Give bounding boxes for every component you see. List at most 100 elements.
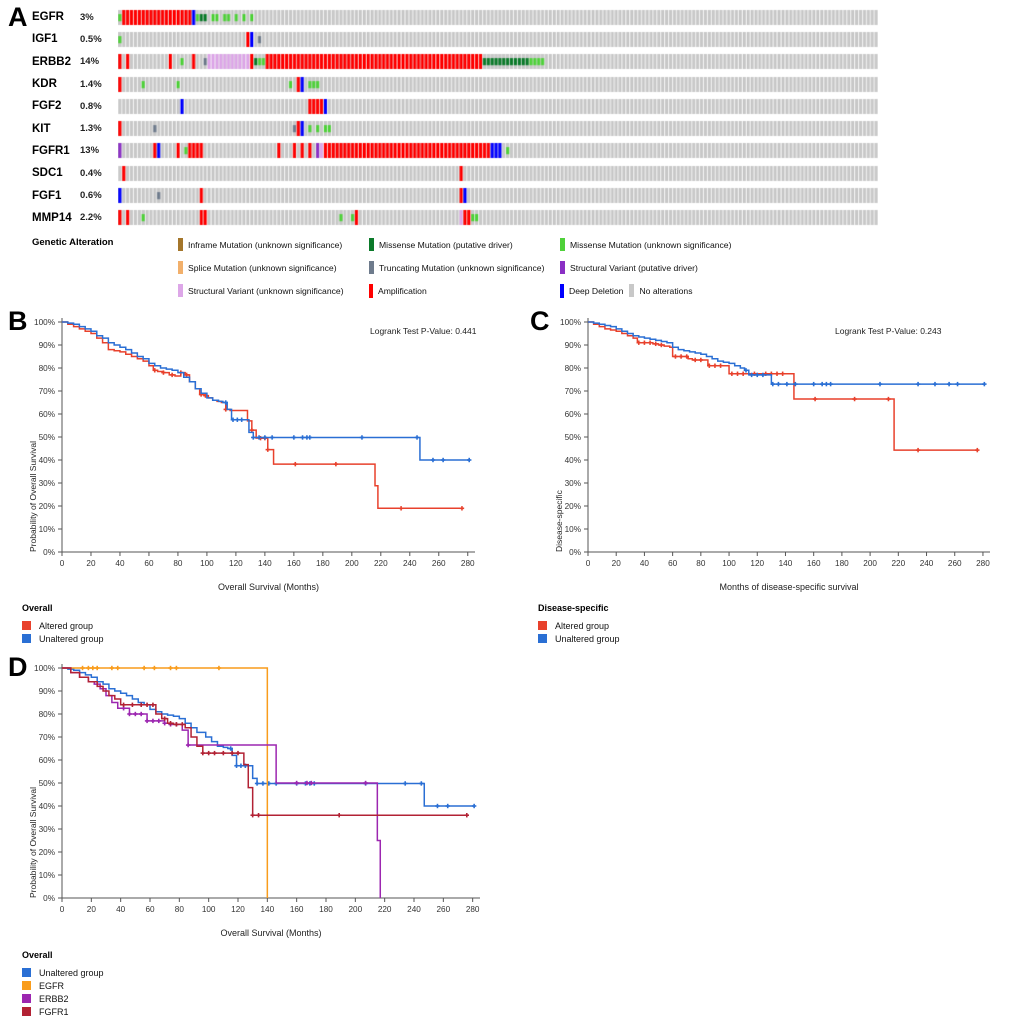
oncoprint-gene-percent: 0.5% <box>80 33 102 45</box>
oncoprint-track[interactable] <box>118 120 878 138</box>
oncoprint-legend-item-splice[interactable]: Splice Mutation (unknown significance) <box>178 261 363 274</box>
panel-c-pvalue: Logrank Test P-Value: 0.243 <box>835 326 942 336</box>
censor-marker <box>300 435 305 440</box>
censor-marker <box>398 506 404 511</box>
panel-d-letter: D <box>8 652 28 682</box>
x-tick-label: 140 <box>260 905 274 914</box>
censor-marker <box>90 665 95 671</box>
oncoprint-row-kit: KIT 1.3% <box>18 117 878 139</box>
censor-marker <box>915 447 921 453</box>
censor-marker <box>223 400 228 405</box>
oncoprint-legend-item-sv_driver[interactable]: Structural Variant (putative driver) <box>560 261 698 274</box>
x-tick-label: 160 <box>807 559 821 568</box>
oncoprint-legend-item-sv_unknown[interactable]: Structural Variant (unknown significance… <box>178 284 363 297</box>
axis-lines <box>61 664 480 899</box>
oncoprint-track[interactable] <box>118 97 878 115</box>
km-legend-item[interactable]: Unaltered group <box>22 632 104 645</box>
km-legend-item[interactable]: Unaltered group <box>22 966 104 979</box>
x-tick-label: 0 <box>60 559 65 568</box>
censor-marker <box>254 781 260 786</box>
y-tick-label: 30% <box>565 479 581 488</box>
km-legend-label: Altered group <box>39 620 94 631</box>
km-legend-label: FGFR1 <box>39 1006 69 1017</box>
oncoprint-track[interactable] <box>118 53 878 71</box>
km-legend-label: Unaltered group <box>39 633 104 644</box>
oncoprint-gene-label: FGFR1 <box>32 144 70 157</box>
censor-marker <box>647 340 653 345</box>
censor-marker <box>162 716 167 721</box>
censor-marker <box>206 750 211 756</box>
y-tick-label: 90% <box>39 341 55 350</box>
censor-marker <box>221 750 226 756</box>
censor-marker <box>291 435 297 440</box>
oncoprint-legend-item-inframe[interactable]: Inframe Mutation (unknown significance) <box>178 238 363 251</box>
km-legend-item[interactable]: EGFR <box>22 979 104 992</box>
censor-marker <box>309 780 314 786</box>
km-curve-altered-group <box>62 321 462 510</box>
oncoprint-legend-item-amplification[interactable]: Amplification <box>369 283 554 298</box>
censor-marker <box>256 435 262 440</box>
axis-lines <box>587 318 990 553</box>
oncoprint-track[interactable] <box>118 142 878 160</box>
panel-c-km-plot: C Logrank Test P-Value: 0.243 0% 10% 20% 30… <box>510 300 1020 655</box>
censor-marker <box>780 371 785 376</box>
oncoprint-gene-label: KDR <box>32 78 57 91</box>
censor-marker <box>139 702 144 707</box>
y-tick-label: 20% <box>565 502 581 511</box>
censor-marker <box>200 750 205 756</box>
censor-marker <box>130 702 135 707</box>
x-tick-label: 100 <box>722 559 736 568</box>
x-tick-label: 160 <box>290 905 304 914</box>
km-legend-item[interactable]: Altered group <box>22 619 104 632</box>
y-tick-label: 90% <box>565 341 581 350</box>
censor-marker <box>430 457 436 463</box>
oncoprint-legend-item-missense_unknown[interactable]: Missense Mutation (unknown significance) <box>560 238 731 251</box>
censor-marker <box>212 750 217 756</box>
oncoprint-gene-percent: 3% <box>80 11 94 23</box>
x-tick-label: 180 <box>316 559 330 568</box>
censor-marker <box>161 370 166 375</box>
censor-marker <box>180 722 185 727</box>
oncoprint-track[interactable] <box>118 187 878 205</box>
x-tick-label: 260 <box>436 905 450 914</box>
legend-swatch-deep_deletion <box>560 283 564 298</box>
km-legend-item[interactable]: Unaltered group <box>538 632 620 645</box>
censor-marker <box>307 435 312 440</box>
oncoprint-track[interactable] <box>118 164 878 182</box>
oncoprint-track[interactable] <box>118 30 878 48</box>
km-legend-label: Unaltered group <box>39 967 104 978</box>
oncoprint-legend-item-missense_driver[interactable]: Missense Mutation (putative driver) <box>369 238 554 251</box>
censor-marker <box>698 357 704 363</box>
censor-marker <box>139 711 144 717</box>
censor-marker <box>464 813 469 818</box>
km-legend-item[interactable]: FGFR1 <box>22 1005 104 1018</box>
km-legend-label: Unaltered group <box>555 633 620 644</box>
y-tick-label: 80% <box>565 364 581 373</box>
panel-d-axes: 0% 10% 20% 30% 40% 50% 60% 70% 80% 90% 100% 0 20 40 60… <box>0 650 520 946</box>
oncoprint-track[interactable] <box>118 75 878 93</box>
x-tick-label: 40 <box>116 905 126 914</box>
y-tick-label: 100% <box>34 664 55 673</box>
oncoprint-track[interactable] <box>118 209 878 227</box>
censor-marker <box>440 457 446 463</box>
panel-d-legend-items: Unaltered group EGFR ERBB2 FGFR1 <box>22 966 104 1018</box>
oncoprint-track[interactable] <box>118 8 878 26</box>
km-legend-item[interactable]: ERBB2 <box>22 992 104 1005</box>
panel-d-legend: Overall Unaltered group EGFR ERBB2 FGFR1 <box>22 950 104 1018</box>
oncoprint-legend-item-deep_deletion[interactable]: Deep Deletion <box>560 283 623 298</box>
y-tick-label: 80% <box>39 364 55 373</box>
oncoprint-legend-item-none[interactable]: No alterations <box>629 284 693 297</box>
censor-marker <box>234 763 239 768</box>
km-legend-item[interactable]: Altered group <box>538 619 620 632</box>
censor-marker <box>152 665 157 671</box>
censor-marker <box>230 417 236 422</box>
censor-marker <box>811 381 816 387</box>
x-tick-label: 160 <box>287 559 301 568</box>
censor-marker <box>363 780 368 786</box>
censor-marker <box>337 813 342 818</box>
oncoprint-legend-item-truncating[interactable]: Truncating Mutation (unknown significanc… <box>369 261 554 274</box>
legend-swatch-splice <box>178 261 183 274</box>
censor-marker <box>333 461 339 467</box>
panel-c-letter: C <box>530 306 550 336</box>
x-tick-label: 280 <box>466 905 480 914</box>
